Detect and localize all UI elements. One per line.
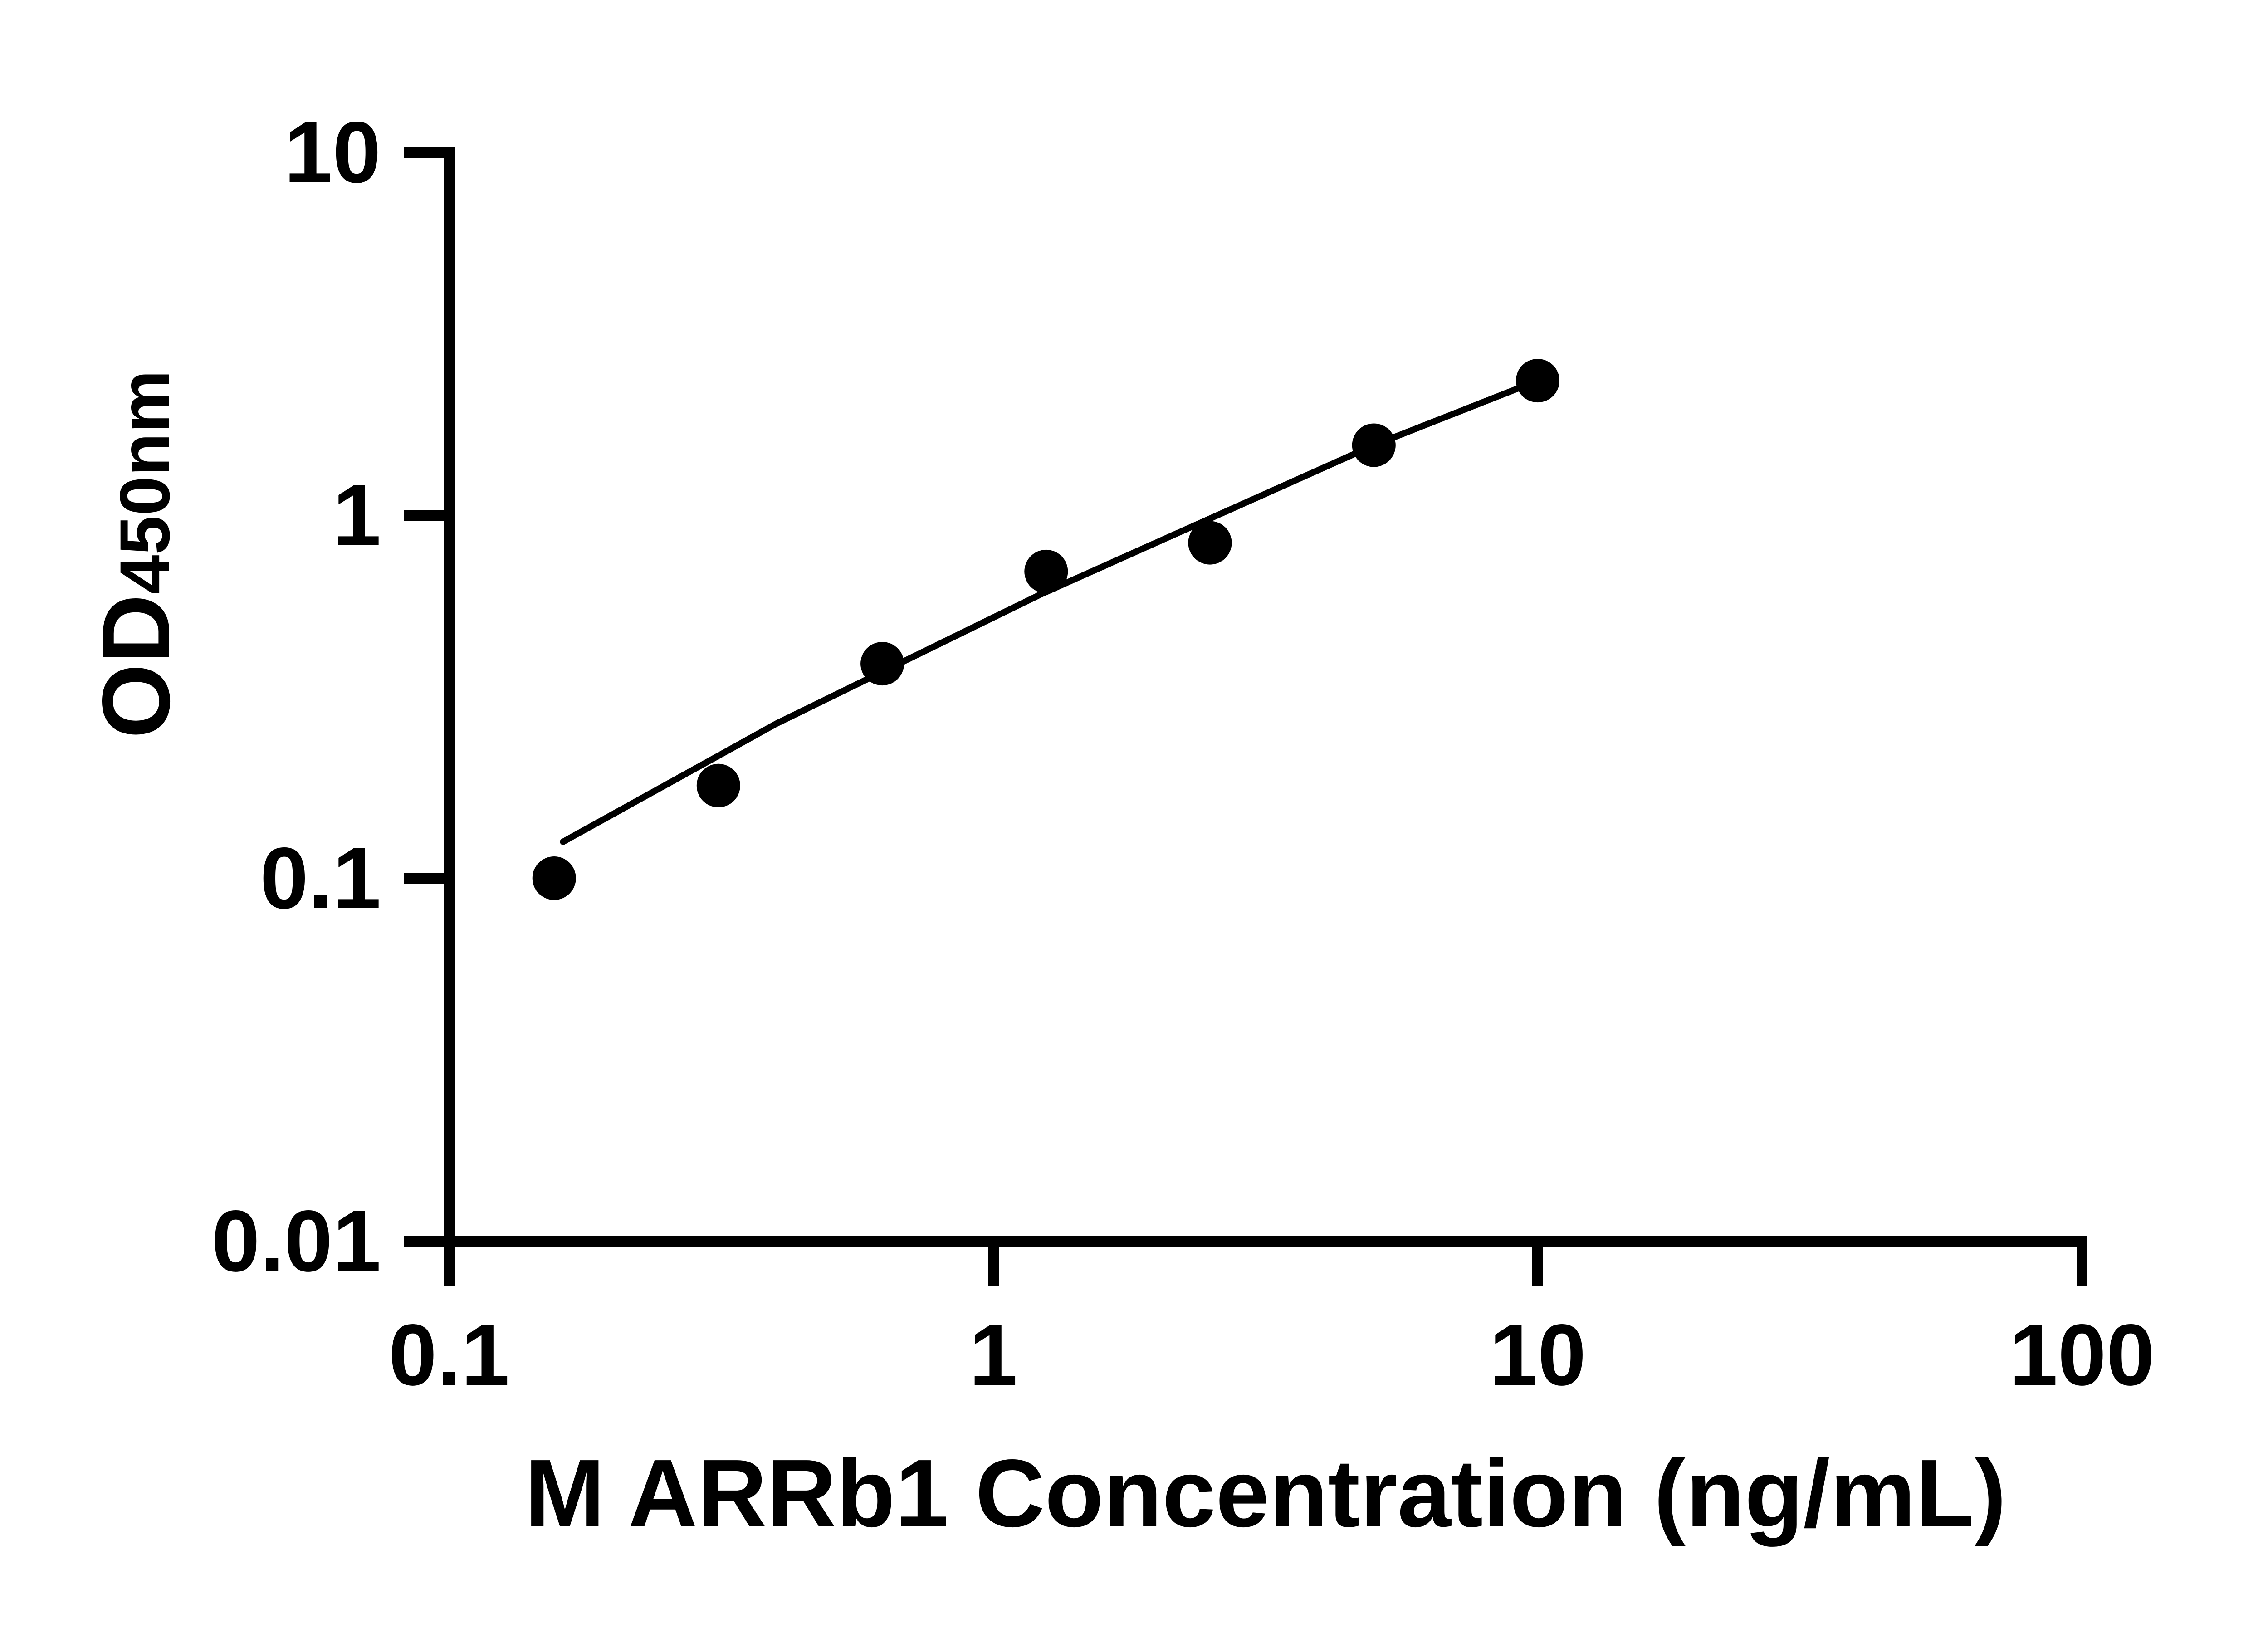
y-tick-label: 0.1 bbox=[260, 829, 381, 927]
fit-line bbox=[560, 377, 1541, 845]
y-axis-title-subscript: 450nm bbox=[106, 370, 185, 595]
y-axis-title-main: OD bbox=[82, 594, 190, 739]
data-point bbox=[532, 856, 576, 900]
data-point bbox=[1188, 521, 1232, 565]
x-tick-label: 0.1 bbox=[388, 1306, 510, 1403]
y-tick-label: 1 bbox=[332, 466, 381, 564]
data-point bbox=[1516, 359, 1559, 403]
y-axis-title: OD450nm bbox=[82, 370, 190, 738]
x-tick-label: 1 bbox=[969, 1306, 1018, 1403]
data-point bbox=[1352, 423, 1396, 467]
data-point bbox=[696, 763, 740, 807]
data-point bbox=[1024, 549, 1068, 593]
x-tick-label: 10 bbox=[1489, 1306, 1586, 1403]
y-tick-label: 0.01 bbox=[211, 1192, 381, 1290]
x-tick-label: 100 bbox=[2009, 1306, 2155, 1403]
x-axis-title: M ARRb1 Concentration (ng/mL) bbox=[524, 1439, 2007, 1547]
data-point bbox=[860, 642, 904, 686]
y-tick-label: 10 bbox=[284, 103, 381, 201]
